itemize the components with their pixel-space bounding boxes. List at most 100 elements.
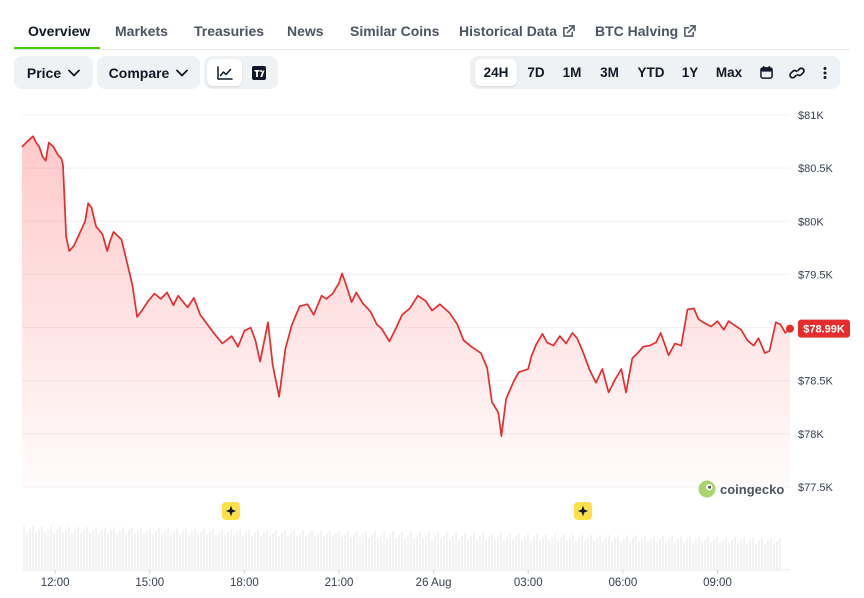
share-link-button[interactable]: [783, 59, 811, 86]
volume-bar: [137, 530, 139, 570]
volume-bar: [152, 534, 154, 570]
chevron-down-icon: [68, 69, 81, 76]
volume-bar: [647, 541, 649, 570]
volume-bar: [707, 536, 709, 570]
volume-bar: [557, 540, 559, 570]
tab-similar-coins[interactable]: Similar Coins: [350, 23, 440, 39]
tab-overview[interactable]: Overview: [28, 23, 91, 39]
volume-bar: [146, 530, 148, 570]
volume-bar: [56, 529, 58, 570]
y-tick-label: $78K: [798, 429, 824, 441]
x-tick-label: 03:00: [514, 577, 543, 589]
volume-bar: [266, 529, 268, 570]
volume-bar: [470, 536, 472, 570]
volume-bar: [299, 533, 301, 570]
tab-historical-data-label: Historical Data: [459, 23, 558, 39]
volume-bar: [326, 533, 328, 570]
volume-bar: [497, 536, 499, 570]
volume-bar: [446, 532, 448, 570]
volume-bar: [269, 535, 271, 570]
volume-bar: [257, 529, 259, 570]
volume-bar: [722, 540, 724, 570]
compare-dropdown-label: Compare: [108, 64, 170, 81]
volume-bar: [680, 536, 682, 570]
volume-bar: [467, 539, 469, 570]
y-tick-label: $77.5K: [798, 482, 834, 494]
volume-bar: [176, 528, 178, 570]
volume-bar: [506, 536, 508, 570]
volume-bar: [758, 540, 760, 570]
current-price-dot: [786, 324, 794, 333]
range-1m[interactable]: 1M: [562, 65, 582, 80]
volume-bar: [617, 535, 619, 570]
volume-bar: [293, 530, 295, 570]
volume-bar: [689, 536, 691, 570]
volume-bar: [656, 541, 658, 570]
date-range-button[interactable]: [753, 59, 779, 86]
tab-btc-halving[interactable]: BTC Halving: [595, 23, 697, 39]
volume-bar: [104, 527, 106, 570]
volume-bar: [464, 532, 466, 570]
volume-bar: [626, 535, 628, 570]
volume-bar: [311, 530, 313, 570]
volume-bar: [380, 534, 382, 570]
volume-bar: [422, 538, 424, 570]
tab-news[interactable]: News: [287, 23, 324, 39]
volume-bar: [275, 529, 277, 570]
volume-bar: [323, 536, 325, 570]
volume-bar: [602, 541, 604, 570]
volume-bar: [437, 532, 439, 570]
event-marker[interactable]: [222, 502, 240, 520]
tab-markets[interactable]: Markets: [115, 23, 168, 39]
line-chart-button[interactable]: [207, 59, 242, 86]
volume-bar: [461, 535, 463, 570]
volume-bar: [536, 534, 538, 570]
range-ytd[interactable]: YTD: [637, 65, 665, 80]
tab-bar: Overview Markets Treasuries News Similar…: [14, 10, 850, 50]
range-1y[interactable]: 1Y: [681, 65, 699, 80]
volume-bar: [35, 532, 37, 570]
volume-bar: [710, 542, 712, 570]
tradingview-button[interactable]: [242, 59, 275, 86]
volume-bar: [245, 532, 247, 570]
tab-btc-halving-label: BTC Halving: [595, 23, 679, 39]
volume-bar: [734, 537, 736, 570]
volume-bar: [164, 531, 166, 570]
range-max[interactable]: Max: [715, 65, 743, 80]
tab-treasuries[interactable]: Treasuries: [194, 23, 265, 39]
volume-bar: [611, 541, 613, 570]
volume-bar: [212, 528, 214, 570]
volume-bar: [713, 539, 715, 570]
volume-bar: [338, 530, 340, 570]
range-7d[interactable]: 7D: [527, 65, 545, 80]
watermark-text: coingecko: [720, 482, 784, 497]
volume-bar: [29, 529, 31, 570]
tab-historical-data[interactable]: Historical Data: [459, 23, 575, 39]
volume-bar: [476, 539, 478, 570]
volume-bar: [674, 542, 676, 570]
x-tick-label: 12:00: [41, 577, 70, 589]
volume-bar: [407, 535, 409, 570]
volume-bar: [359, 537, 361, 570]
price-dropdown[interactable]: Price: [14, 56, 93, 89]
more-options-button[interactable]: [814, 59, 836, 86]
volume-bar: [107, 533, 109, 570]
compare-dropdown[interactable]: Compare: [97, 56, 200, 89]
volume-bar: [83, 529, 85, 570]
external-link-icon: [563, 25, 575, 37]
volume-bar: [704, 539, 706, 570]
volume-bar: [773, 543, 775, 570]
volume-bar: [581, 534, 583, 570]
event-marker[interactable]: [574, 502, 592, 520]
volume-bar: [65, 529, 67, 570]
range-3m[interactable]: 3M: [600, 65, 619, 80]
volume-bar: [629, 541, 631, 570]
tradingview-icon: [251, 65, 266, 80]
volume-bar: [731, 540, 733, 570]
x-tick-label: 21:00: [325, 577, 354, 589]
volume-bar: [383, 531, 385, 570]
range-24h[interactable]: 24H: [475, 59, 517, 86]
price-dropdown-label: Price: [26, 64, 62, 81]
volume-bar: [32, 526, 34, 570]
